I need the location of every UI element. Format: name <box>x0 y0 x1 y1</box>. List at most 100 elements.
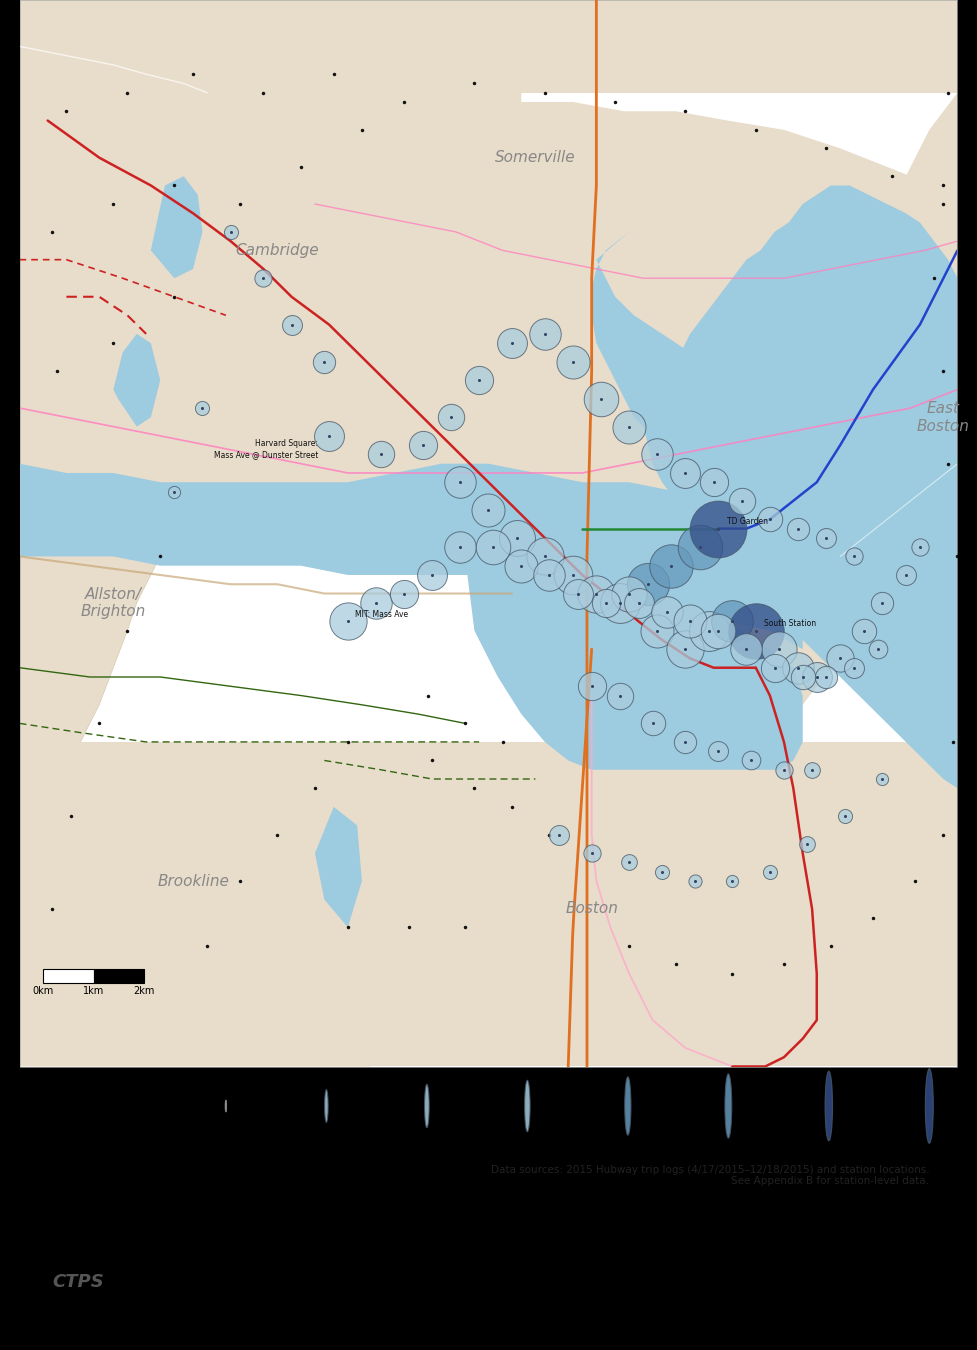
Point <box>790 657 806 679</box>
Point <box>748 620 764 641</box>
Text: Total Station Visits: Total Station Visits <box>48 1095 180 1108</box>
Point <box>874 593 890 614</box>
Point <box>565 351 580 373</box>
Text: 1km: 1km <box>83 986 105 996</box>
Point <box>767 657 783 679</box>
Point <box>772 639 787 660</box>
Point <box>584 675 600 697</box>
Point <box>570 583 585 605</box>
Point <box>804 759 820 780</box>
Point <box>166 481 182 502</box>
Point <box>194 397 210 418</box>
Point <box>678 639 694 660</box>
Text: MIT: Mass Ave: MIT: Mass Ave <box>355 610 407 620</box>
Point <box>317 351 332 373</box>
Polygon shape <box>653 0 957 743</box>
Text: Somerville: Somerville <box>495 150 575 165</box>
Point <box>612 684 627 706</box>
Point <box>870 639 885 660</box>
Circle shape <box>826 1071 832 1141</box>
Text: 10,000: 10,000 <box>333 1102 366 1111</box>
Polygon shape <box>20 0 957 93</box>
Text: East
Boston: East Boston <box>917 401 970 433</box>
Text: South Station: South Station <box>764 620 816 629</box>
Point <box>621 416 637 437</box>
Circle shape <box>525 1080 531 1131</box>
Text: Brookline: Brookline <box>157 873 229 888</box>
Point <box>424 564 440 586</box>
Point <box>663 555 679 576</box>
Point <box>790 518 806 540</box>
Point <box>799 833 815 855</box>
Point <box>734 490 749 512</box>
Point <box>856 620 871 641</box>
Point <box>874 768 890 790</box>
Bar <box>94 969 145 983</box>
Circle shape <box>925 1069 933 1143</box>
Point <box>739 639 754 660</box>
Polygon shape <box>592 232 770 463</box>
Polygon shape <box>20 0 957 575</box>
Text: 0km: 0km <box>32 986 54 996</box>
Point <box>340 610 356 632</box>
Point <box>819 526 834 548</box>
Text: Allston/
Brighton: Allston/ Brighton <box>81 587 146 620</box>
Point <box>397 583 412 605</box>
Point <box>762 861 778 883</box>
Point <box>762 509 778 531</box>
Point <box>541 564 557 586</box>
Point <box>452 471 468 493</box>
Point <box>678 732 694 753</box>
Point <box>832 648 848 670</box>
Point <box>898 564 913 586</box>
Point <box>846 657 862 679</box>
Point <box>621 583 637 605</box>
Text: Cambridge: Cambridge <box>235 243 319 258</box>
Polygon shape <box>20 0 296 1066</box>
Point <box>710 740 726 761</box>
Point <box>710 518 726 540</box>
Polygon shape <box>20 463 803 649</box>
Point <box>537 323 553 344</box>
Point <box>373 444 389 466</box>
Circle shape <box>425 1084 429 1127</box>
Point <box>705 471 721 493</box>
Polygon shape <box>681 371 957 788</box>
Point <box>710 620 726 641</box>
Point <box>256 267 272 289</box>
Polygon shape <box>643 185 957 520</box>
Point <box>640 574 656 595</box>
Point <box>725 610 741 632</box>
Point <box>631 593 647 614</box>
Point <box>701 620 717 641</box>
Point <box>846 545 862 567</box>
Text: N: N <box>173 1323 184 1336</box>
Text: CTPS: CTPS <box>53 1273 104 1291</box>
Point <box>509 526 525 548</box>
Point <box>725 871 741 892</box>
Text: Data sources: 2015 Hubway trip logs (4/17/2015–12/18/2015) and station locations: Data sources: 2015 Hubway trip logs (4/1… <box>490 1165 929 1187</box>
Point <box>598 593 614 614</box>
Text: Boston: Boston <box>566 902 618 917</box>
Point <box>504 332 520 354</box>
Polygon shape <box>113 333 160 427</box>
Point <box>795 666 811 687</box>
Point <box>650 620 665 641</box>
Point <box>645 713 660 734</box>
Point <box>415 435 431 456</box>
Point <box>655 861 670 883</box>
Point <box>565 564 580 586</box>
Point <box>368 593 384 614</box>
Point <box>743 749 759 771</box>
Point <box>486 536 501 558</box>
Point <box>514 555 530 576</box>
Point <box>621 852 637 873</box>
Point <box>321 425 337 447</box>
Text: 0: 0 <box>232 1102 237 1111</box>
Text: 40,000: 40,000 <box>636 1102 669 1111</box>
Text: 70,000: 70,000 <box>938 1102 972 1111</box>
Point <box>223 221 238 243</box>
Text: 60,000: 60,000 <box>837 1102 871 1111</box>
Text: TD Garden: TD Garden <box>727 517 768 526</box>
Polygon shape <box>150 177 202 278</box>
